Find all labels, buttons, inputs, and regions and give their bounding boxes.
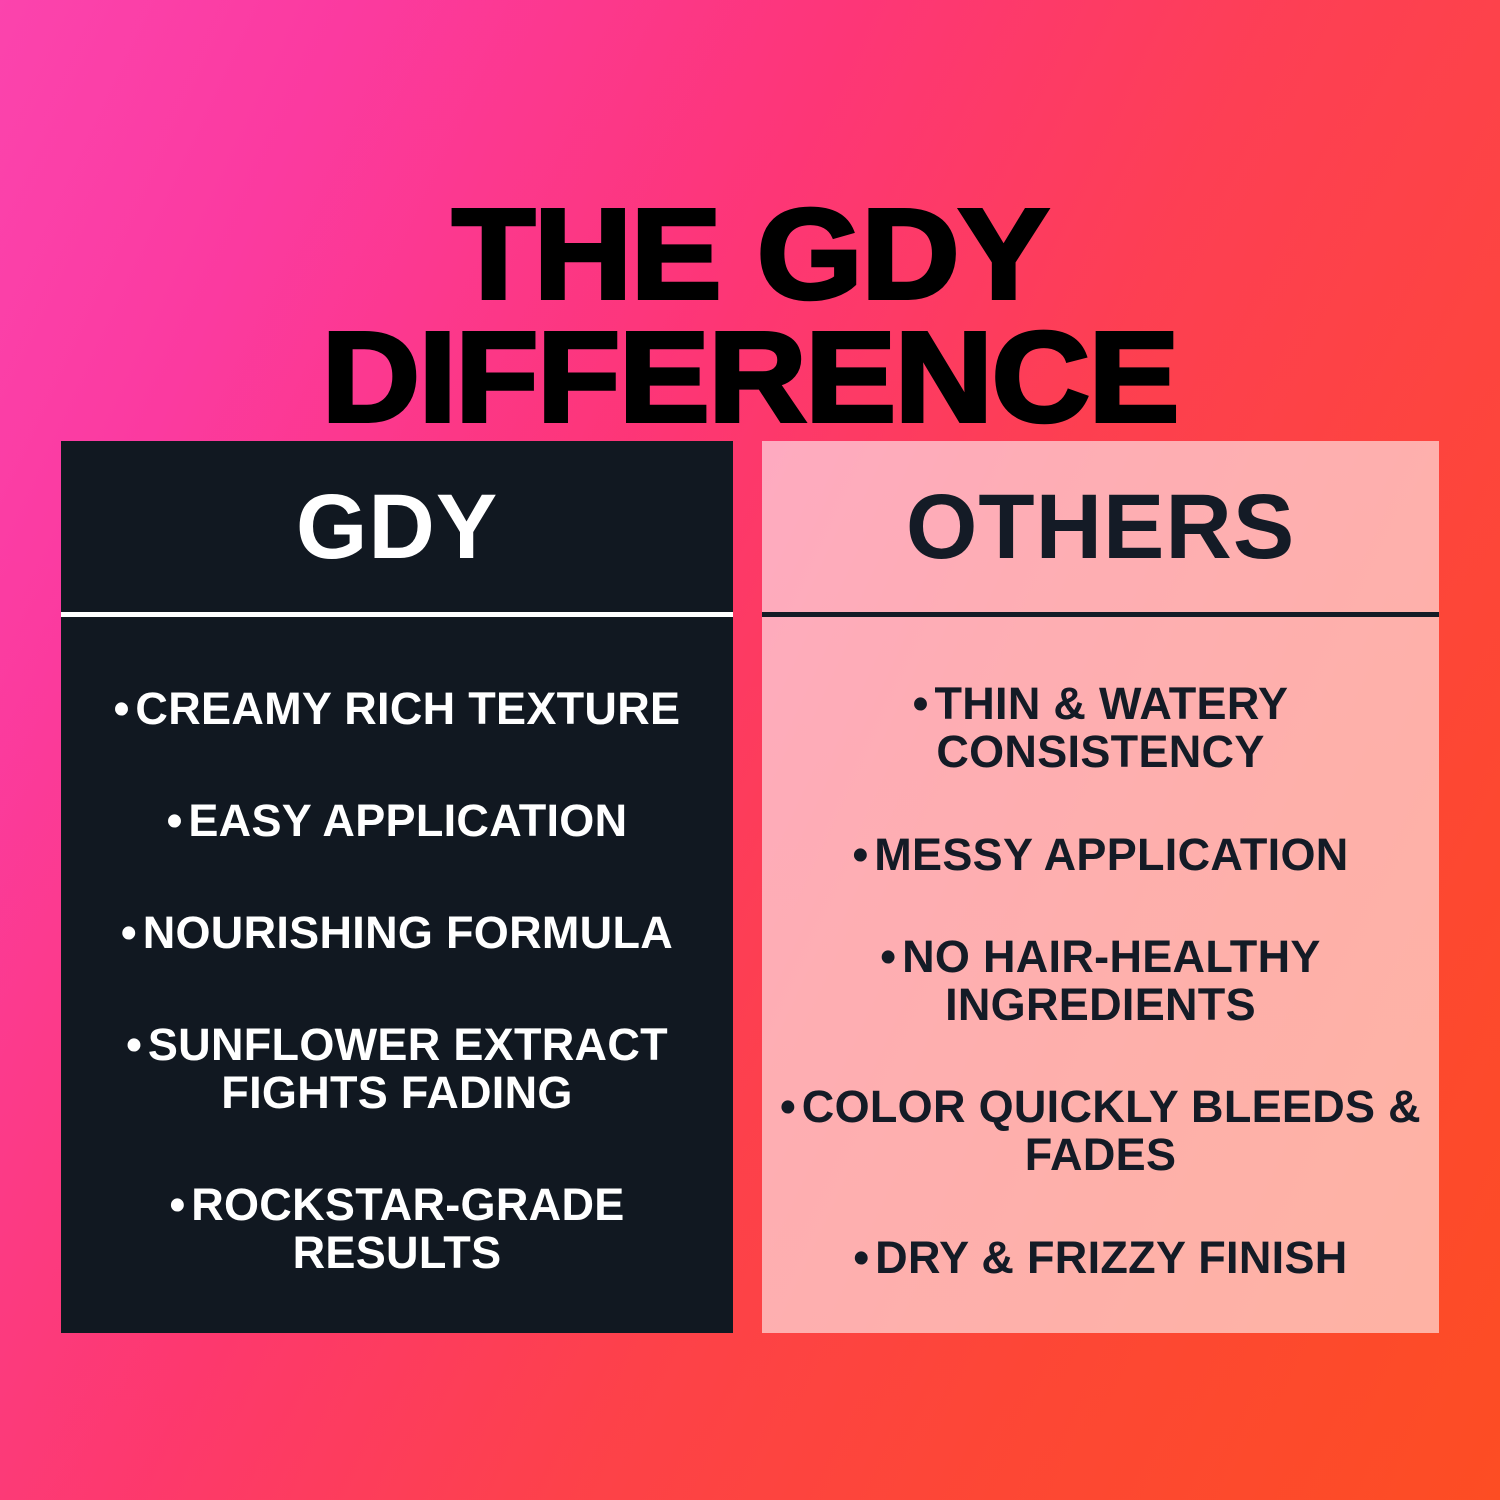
- column-divider-others: [762, 612, 1439, 617]
- bullet-icon: •: [780, 1081, 802, 1133]
- bullet-icon: •: [120, 906, 143, 958]
- page-title-line-2: DIFFERENCE: [320, 305, 1182, 449]
- list-item-label: ROCKSTAR-GRADE RESULTS: [191, 1178, 625, 1278]
- bullet-icon: •: [126, 1018, 148, 1070]
- list-item-label: NOURISHING FORMULA: [142, 906, 674, 958]
- list-item-label: DRY & FRIZZY FINISH: [875, 1231, 1348, 1283]
- list-item-label: NO HAIR-HEALTHY INGREDIENTS: [902, 930, 1321, 1030]
- list-item: •THIN & WATERY CONSISTENCY: [776, 678, 1425, 778]
- benefit-list-gdy: •CREAMY RICH TEXTURE •EASY APPLICATION •…: [61, 617, 733, 1333]
- bullet-icon: •: [912, 678, 935, 730]
- list-item: •DRY & FRIZZY FINISH: [776, 1231, 1425, 1283]
- column-heading-others: OTHERS: [905, 475, 1296, 578]
- bullet-icon: •: [853, 1231, 876, 1283]
- list-item-label: EASY APPLICATION: [188, 794, 628, 846]
- bullet-icon: •: [169, 1178, 192, 1230]
- page-title: THE GDY DIFFERENCE: [0, 182, 1500, 449]
- comparison-panels: GDY •CREAMY RICH TEXTURE •EASY APPLICATI…: [61, 441, 1439, 1333]
- list-item: •NO HAIR-HEALTHY INGREDIENTS: [776, 930, 1425, 1030]
- list-item-label: SUNFLOWER EXTRACT FIGHTS FADING: [147, 1018, 668, 1118]
- bullet-icon: •: [166, 794, 189, 846]
- list-item: •COLOR QUICKLY BLEEDS & FADES: [776, 1083, 1425, 1179]
- list-item: •NOURISHING FORMULA: [75, 906, 719, 958]
- page-title-line-1: THE GDY: [450, 182, 1051, 326]
- list-item-label: THIN & WATERY CONSISTENCY: [934, 678, 1289, 778]
- drawback-list-others: •THIN & WATERY CONSISTENCY •MESSY APPLIC…: [762, 617, 1439, 1333]
- comparison-column-others: OTHERS •THIN & WATERY CONSISTENCY •MESSY…: [762, 441, 1439, 1333]
- column-divider-gdy: [61, 612, 733, 617]
- list-item-label: CREAMY RICH TEXTURE: [135, 682, 681, 734]
- list-item: •SUNFLOWER EXTRACT FIGHTS FADING: [75, 1018, 719, 1118]
- bullet-icon: •: [113, 682, 136, 734]
- bullet-icon: •: [852, 828, 875, 880]
- list-item: •ROCKSTAR-GRADE RESULTS: [75, 1178, 719, 1278]
- list-item-label: COLOR QUICKLY BLEEDS & FADES: [801, 1081, 1421, 1181]
- list-item-label: MESSY APPLICATION: [874, 828, 1349, 880]
- comparison-column-gdy: GDY •CREAMY RICH TEXTURE •EASY APPLICATI…: [61, 441, 733, 1333]
- list-item: •MESSY APPLICATION: [776, 828, 1425, 880]
- list-item: •EASY APPLICATION: [75, 794, 719, 846]
- bullet-icon: •: [880, 930, 903, 982]
- column-heading-gdy: GDY: [295, 475, 499, 578]
- list-item: •CREAMY RICH TEXTURE: [75, 682, 719, 734]
